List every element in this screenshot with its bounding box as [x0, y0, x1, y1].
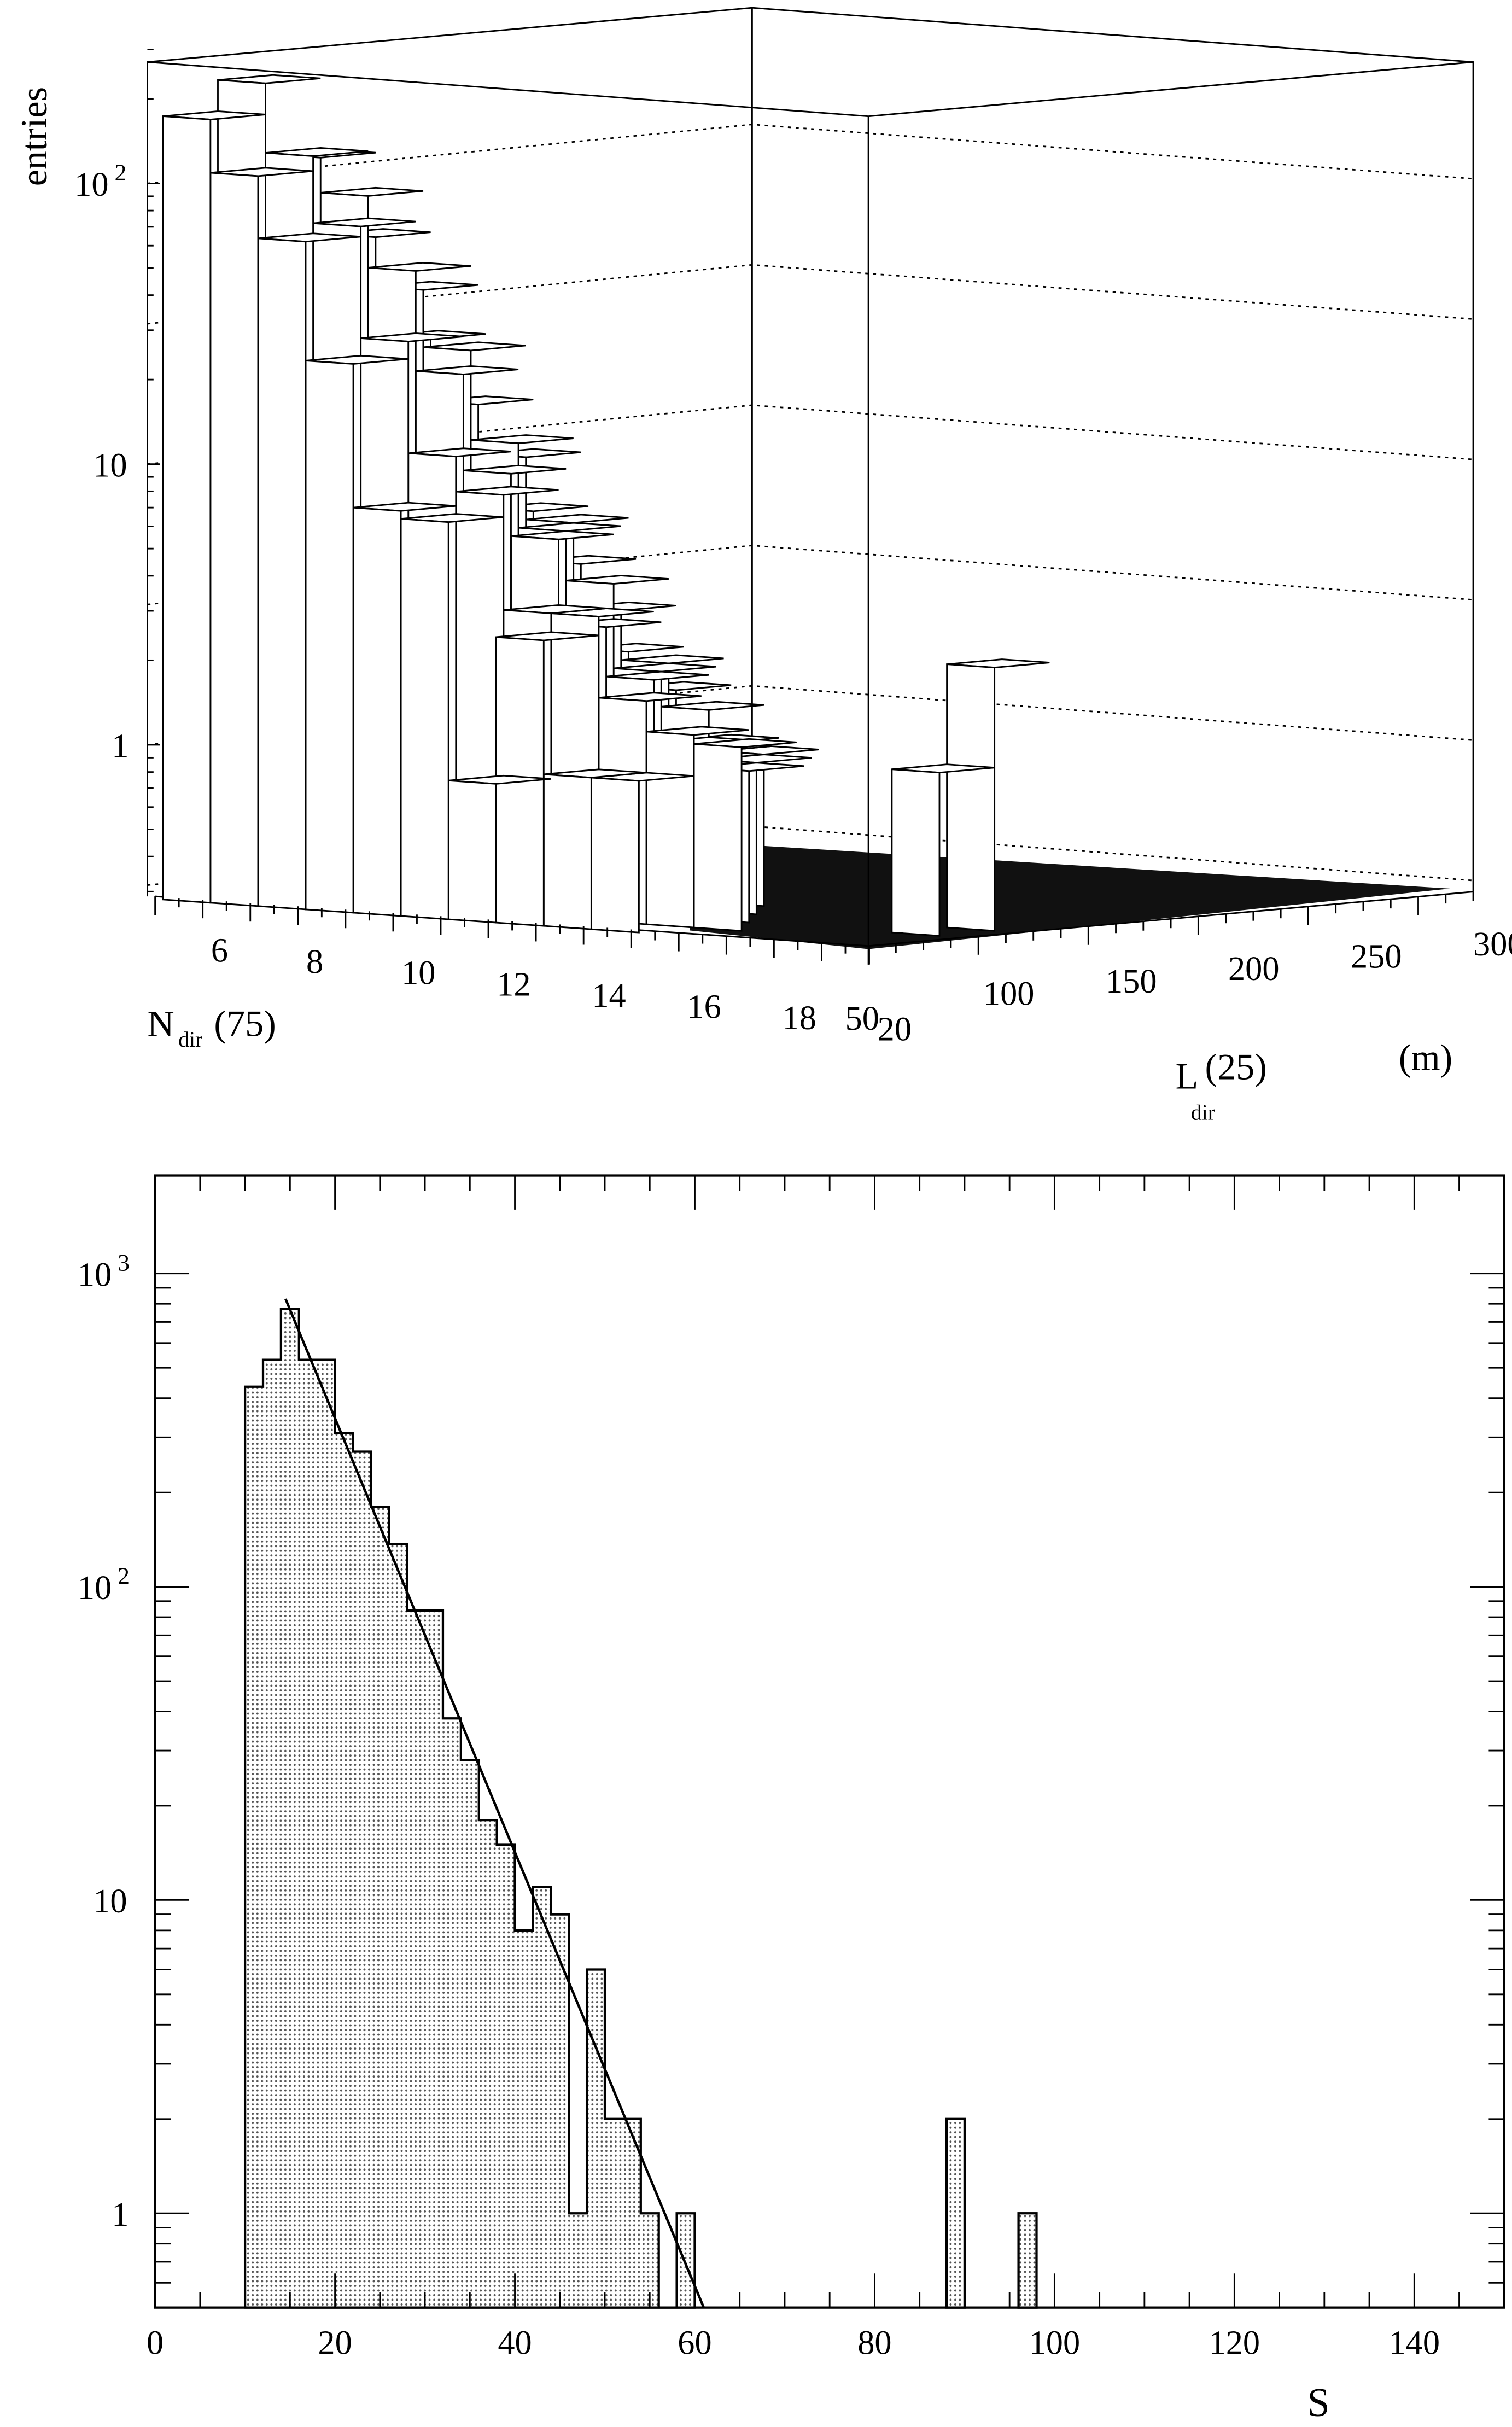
x-tick-label: 6: [211, 932, 228, 970]
lego-bar-front: [590, 777, 640, 934]
z-axis-label: entries: [13, 87, 55, 186]
lego-axis-ticks: 10 21016810121416182050100150200250300: [74, 49, 1512, 1048]
y-axis-title-sub: dir: [1191, 1100, 1215, 1124]
y-tick-label: 10 3: [78, 1250, 130, 1293]
fit-line: [284, 1298, 705, 2308]
lego-bar: [946, 658, 1050, 932]
y-tick-label: 100: [983, 975, 1035, 1013]
lego-bar: [400, 513, 504, 920]
histogram-area: [243, 1308, 696, 2309]
x-tick-label: 80: [857, 2324, 891, 2362]
x-tick-label: 12: [497, 965, 530, 1003]
lego-plot: 10 21016810121416182050100150200250300 e…: [13, 7, 1512, 1125]
lego-floor-dark: [690, 845, 1450, 949]
x-axis-title-bins: (75): [214, 1002, 276, 1044]
x-tick-label: 120: [1209, 2324, 1260, 2362]
lego-bar-front: [257, 237, 307, 911]
x-tick-label: 20: [318, 2324, 352, 2362]
histogram-plot: 0 20 40 60 80 100 120 140 10 3 10 2 10 1 Events %/ …: [15, 1005, 1505, 2425]
x-tick-label: 0: [147, 2324, 164, 2362]
x-axis-title-main: N: [147, 1002, 174, 1044]
y-axis-title: L dir (25) (m): [1176, 1037, 1453, 1125]
lego-bar-front: [209, 172, 259, 907]
x-tick-label: 14: [592, 977, 626, 1014]
y-tick-label: 10: [93, 1882, 127, 1920]
lego-bar-front: [645, 731, 695, 929]
y-axis-unit: (m): [1399, 1037, 1452, 1078]
z-tick-label: 1: [112, 727, 129, 765]
y-tick-label: 150: [1106, 962, 1157, 1000]
lego-bar-front: [352, 506, 402, 917]
x-axis-title-sub: dir: [178, 1028, 202, 1052]
y-axis-title-bins: (25): [1205, 1046, 1266, 1088]
x-axis-label: S: [1307, 2380, 1330, 2425]
lego-bar: [352, 501, 456, 917]
x-tick-label: 40: [498, 2324, 532, 2362]
histogram-bar: [1017, 2212, 1038, 2309]
lego-bar: [162, 110, 266, 904]
histogram-bars: [243, 1308, 1038, 2309]
x-tick-label: 18: [783, 999, 816, 1037]
lego-bar-front: [447, 779, 497, 924]
histogram-bar: [945, 2117, 966, 2309]
y-tick-label: 250: [1351, 938, 1402, 976]
y-tick-label: 1: [112, 2196, 129, 2233]
lego-bar-front: [162, 115, 212, 904]
x-tick-label: 100: [1029, 2324, 1081, 2362]
x-tick-label: 8: [306, 943, 323, 981]
y-axis-label: Events %/ 6 m: [15, 1005, 60, 1241]
lego-bar-front: [693, 743, 743, 932]
y-tick-label: 50: [845, 1000, 879, 1037]
lego-bar-front: [946, 663, 996, 932]
x-tick-label: 60: [678, 2324, 711, 2362]
histogram-axis-ticks: 0 20 40 60 80 100 120 140 10 3 10 2 10 1: [78, 1175, 1505, 2362]
lego-bar-front: [400, 518, 449, 920]
lego-bar-front: [891, 768, 941, 937]
z-tick-label: 10: [93, 446, 127, 484]
lego-bar: [645, 726, 749, 929]
x-axis-title: N dir (75): [147, 1002, 276, 1052]
x-tick-label: 140: [1389, 2324, 1440, 2362]
y-tick-label: 200: [1228, 950, 1280, 988]
x-tick-label: 16: [687, 988, 721, 1025]
lego-bar: [891, 763, 995, 937]
lego-bar: [693, 738, 797, 932]
lego-bar-front: [305, 359, 354, 914]
y-axis-title-main: L: [1176, 1055, 1199, 1097]
x-tick-label: 20: [878, 1011, 912, 1048]
x-tick-label: 10: [401, 954, 435, 992]
y-tick-label: 300: [1473, 925, 1512, 963]
lego-bar-front: [542, 773, 592, 930]
y-tick-label: 10 2: [78, 1563, 130, 1607]
z-tick-label: 10 2: [74, 160, 126, 203]
lego-bars: [162, 74, 1050, 937]
